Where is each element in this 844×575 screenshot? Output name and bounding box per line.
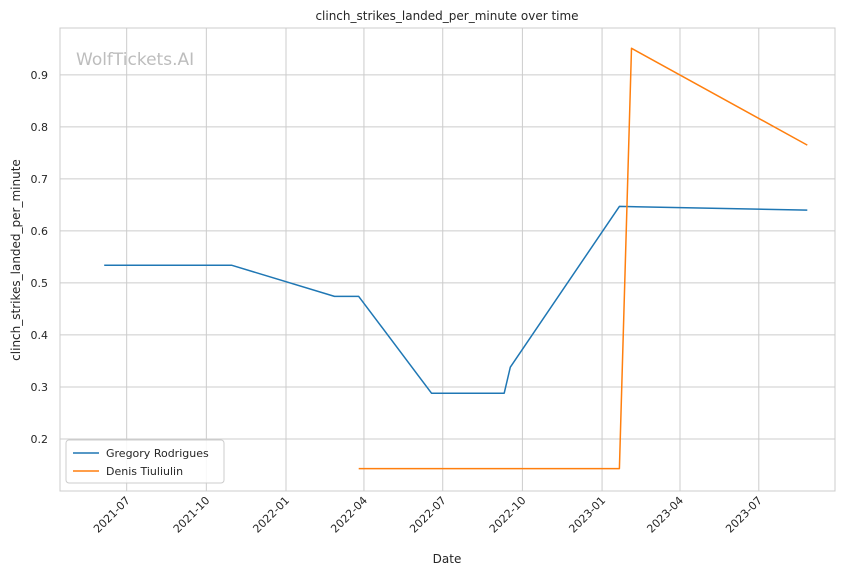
plot-frame	[59, 27, 836, 492]
series-layer	[104, 47, 808, 470]
watermark: WolfTickets.AI	[76, 50, 194, 70]
grid-lines	[60, 28, 835, 491]
chart-title: clinch_strikes_landed_per_minute over ti…	[315, 9, 578, 23]
y-tick-label: 0.7	[31, 173, 49, 186]
y-tick-label: 0.8	[31, 121, 49, 134]
x-axis-label: Date	[433, 552, 462, 566]
y-tick-label: 0.2	[31, 433, 49, 446]
legend-label-gregory-rodrigues: Gregory Rodrigues	[106, 447, 209, 460]
legend: Gregory Rodrigues Denis Tiuliulin	[65, 439, 225, 484]
y-tick-label: 0.5	[31, 277, 49, 290]
y-axis-label: clinch_strikes_landed_per_minute	[9, 159, 23, 361]
y-tick-label: 0.9	[31, 69, 49, 82]
y-tick-label: 0.4	[31, 329, 49, 342]
y-tick-label: 0.6	[31, 225, 49, 238]
y-tick-labels: 0.2 0.3 0.4 0.5 0.6 0.7 0.8 0.9	[31, 69, 49, 446]
y-tick-label: 0.3	[31, 381, 49, 394]
legend-label-denis-tiuliulin: Denis Tiuliulin	[106, 465, 183, 478]
series-line-gregory-rodrigues	[104, 205, 808, 394]
legend-box	[65, 439, 225, 484]
series-line-denis-tiuliulin	[358, 47, 808, 470]
